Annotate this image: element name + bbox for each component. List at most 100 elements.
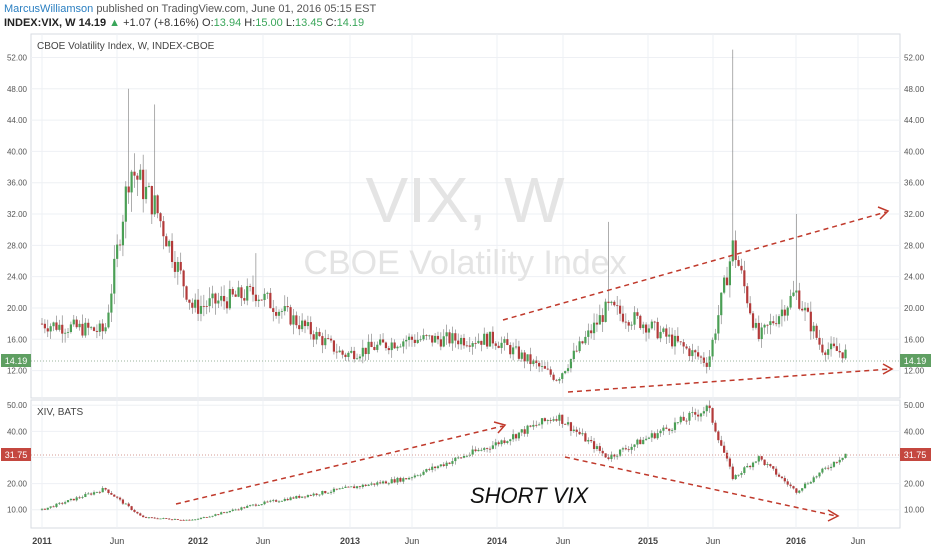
candle-body <box>780 476 784 479</box>
candle-body <box>598 446 601 451</box>
candle-body <box>407 336 411 340</box>
y-tick-label-right: 10.00 <box>904 506 925 515</box>
candle-body <box>147 517 151 519</box>
candle-body <box>725 277 729 286</box>
candle-body <box>480 340 483 345</box>
candle-body <box>514 434 518 439</box>
candle-body <box>749 303 752 314</box>
candle-body <box>575 429 578 432</box>
left-xiv-badge-text: 31.75 <box>5 450 28 460</box>
candle-body <box>512 347 515 355</box>
candle-body <box>795 290 798 293</box>
candle-body <box>312 334 315 340</box>
candle-body <box>636 439 639 445</box>
candle-body <box>52 506 55 508</box>
candle-body <box>121 221 125 246</box>
short-vix-annotation: SHORT VIX <box>470 483 590 508</box>
candle-body <box>679 416 682 423</box>
candle-body <box>827 349 830 355</box>
candle-body <box>445 332 448 337</box>
candle-body <box>344 354 347 358</box>
candle-body <box>286 498 289 501</box>
candle-body <box>636 312 639 316</box>
candle-body <box>87 493 90 495</box>
xiv-up-trendline[interactable] <box>175 425 504 505</box>
y-tick-label-right: 32.00 <box>904 210 925 219</box>
candle-body <box>144 517 148 518</box>
candle-body <box>61 502 64 504</box>
candle-body <box>832 461 836 467</box>
candle-body <box>590 439 593 442</box>
candle-body <box>433 335 437 343</box>
candle-body <box>549 369 552 375</box>
candle-body <box>717 315 720 334</box>
xiv-down-trendline[interactable] <box>564 456 837 517</box>
candle-body <box>127 186 130 193</box>
candle-body <box>355 358 359 360</box>
candle-body <box>153 195 156 215</box>
candle-body <box>416 339 419 343</box>
candle-body <box>520 429 523 433</box>
candle-body <box>228 510 231 513</box>
candle-body <box>101 488 104 493</box>
vix-lower-trendline[interactable] <box>567 368 891 393</box>
close-label: C: <box>325 17 337 29</box>
candle-body <box>601 450 604 454</box>
candle-body <box>699 356 703 358</box>
candle-body <box>459 337 463 345</box>
candle-body <box>306 322 310 327</box>
candle-body <box>740 473 743 475</box>
candle-body <box>616 455 619 457</box>
candle-body <box>306 495 310 498</box>
candle-body <box>199 305 203 314</box>
candle-body <box>746 286 749 304</box>
candle-body <box>546 368 549 370</box>
candle-body <box>121 499 125 504</box>
candle-body <box>237 287 240 297</box>
y-tick-label-left: 20.00 <box>7 304 28 313</box>
candle-body <box>723 277 726 293</box>
candle-body <box>410 336 414 340</box>
right-price-badge-text: 14.19 <box>904 356 927 366</box>
candle-body <box>503 339 506 343</box>
candle-body <box>364 484 367 486</box>
x-tick-label: Jun <box>256 536 271 546</box>
candle-body <box>734 475 737 480</box>
candle-body <box>659 331 662 339</box>
right-price-badge <box>900 354 931 367</box>
candle-body <box>801 308 804 311</box>
candle-body <box>639 439 642 445</box>
candle-body <box>783 309 786 316</box>
candle-body <box>457 457 460 459</box>
candle-body <box>740 265 743 271</box>
candle-body <box>737 474 740 476</box>
candle-body <box>459 457 463 459</box>
candle-body <box>301 496 304 498</box>
candle-body <box>509 439 512 442</box>
y-tick-label-right: 20.00 <box>904 480 925 489</box>
left-price-badge <box>1 354 31 367</box>
candle-body <box>127 503 130 507</box>
candle-body <box>555 379 558 381</box>
candle-body <box>263 501 266 505</box>
candle-body <box>410 477 414 479</box>
candle-body <box>381 339 385 343</box>
candle-body <box>766 324 769 326</box>
candle-body <box>439 464 442 467</box>
candle-body <box>569 359 573 369</box>
candle-body <box>49 326 52 332</box>
candle-body <box>416 475 419 477</box>
candle-body <box>821 344 824 353</box>
candle-body <box>234 294 237 297</box>
author-link[interactable]: MarcusWilliamson <box>4 3 94 15</box>
candle-body <box>540 418 544 425</box>
candle-body <box>214 514 217 516</box>
arrowhead-icon <box>827 509 840 522</box>
candle-body <box>795 488 798 493</box>
candle-body <box>347 486 350 488</box>
candle-body <box>142 169 145 200</box>
vix-upper-trendline[interactable] <box>502 211 887 321</box>
y-tick-label-right: 44.00 <box>904 116 925 125</box>
candle-body <box>130 506 133 510</box>
